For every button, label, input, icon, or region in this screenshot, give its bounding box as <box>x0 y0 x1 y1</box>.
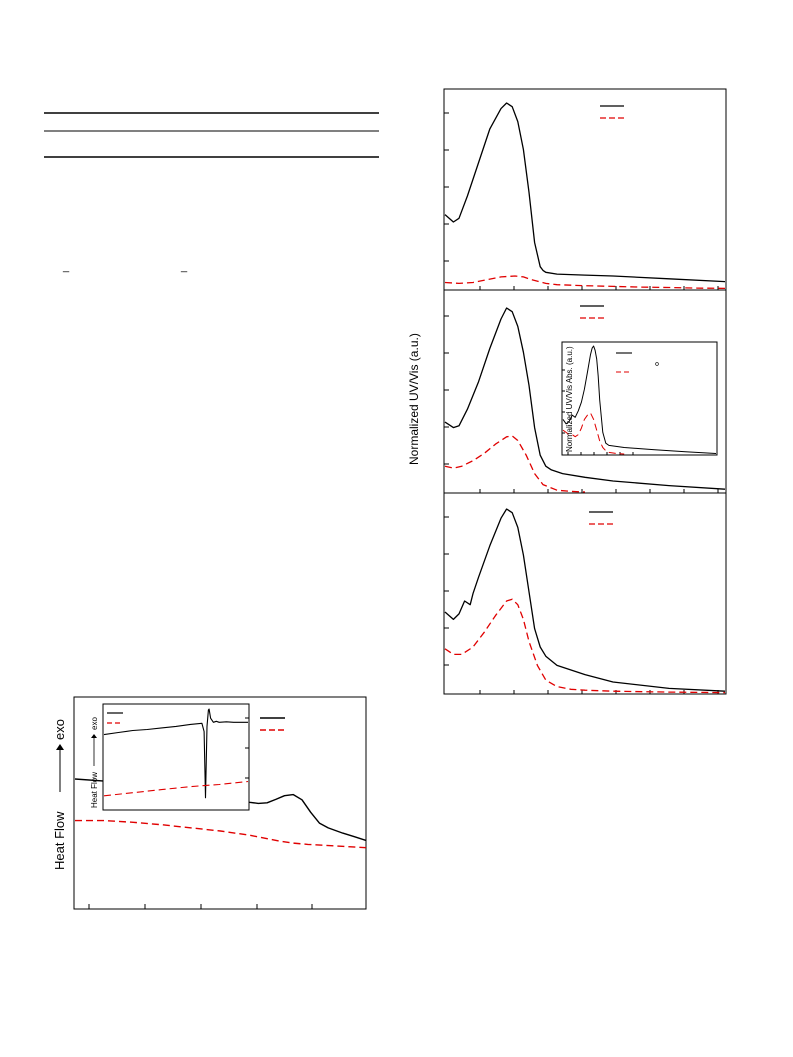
uvvis-inset-ticks <box>562 369 634 455</box>
uvvis-panel-3-series-line-1 <box>444 508 726 692</box>
dsc-inset-series-line-2 <box>103 780 249 797</box>
uvvis-inset-series-group <box>562 345 717 455</box>
dsc-series-line-2 <box>75 819 367 849</box>
dsc-inset-series-line-1 <box>103 708 248 799</box>
uvvis-series-group <box>444 102 726 694</box>
dsc-ylabel: Heat Flow <box>52 811 67 870</box>
dsc-plot-frame <box>73 696 367 910</box>
dsc-inset-ylabel-exo: exo <box>90 717 99 730</box>
dsc-inset-frame <box>102 703 250 811</box>
dsc-inset-y-axis-title: Heat Flow exo <box>90 717 99 808</box>
dsc-chart: Heat Flow exo Heat Flow exo <box>52 696 367 910</box>
dsc-inset-ylabel-arrowhead <box>91 734 97 738</box>
dsc-x-ticks <box>88 904 313 909</box>
uvvis-inset: Normalized UV/Vis Abs. (a.u.) <box>561 341 718 456</box>
dsc-inset-ylabel: Heat Flow <box>90 772 99 808</box>
uvvis-legend-bottom <box>589 511 613 525</box>
uvvis-inset-series-line-1 <box>562 345 717 454</box>
table-rules: _ _ <box>44 112 379 273</box>
dsc-inset-y-ticks <box>245 717 249 779</box>
uvvis-ticks <box>444 112 719 694</box>
dsc-y-axis-title: Heat Flow exo <box>52 719 67 870</box>
uvvis-panel-1-series-line-1 <box>444 102 726 283</box>
dsc-legend <box>260 717 285 731</box>
uvvis-panel-2-series-line-2 <box>444 435 586 493</box>
uvvis-legend-top <box>600 105 624 119</box>
dsc-ylabel-arrowhead <box>56 744 64 750</box>
uvvis-panel-2-series-line-1 <box>444 307 726 490</box>
dsc-inset-series-group <box>103 708 249 799</box>
uvvis-frame <box>443 88 727 695</box>
uvvis-inset-legend-marker <box>655 362 659 366</box>
uvvis-panel-3-series-line-2 <box>444 598 726 694</box>
uvvis-inset-ylabel: Normalized UV/Vis Abs. (a.u.) <box>565 346 574 452</box>
uvvis-legend-middle <box>580 305 604 319</box>
uvvis-inset-frame <box>561 341 718 456</box>
uvvis-chart: Normalized UV/Vis (a.u.) Normalized UV/V… <box>407 88 727 695</box>
uvvis-ylabel: Normalized UV/Vis (a.u.) <box>407 333 421 465</box>
table-underscore-2: _ <box>180 261 188 273</box>
uvvis-panel-1-series-line-2 <box>444 275 726 290</box>
dsc-ylabel-exo: exo <box>52 719 67 740</box>
table-underscore-1: _ <box>62 261 70 273</box>
dsc-inset: Heat Flow exo <box>90 703 250 811</box>
